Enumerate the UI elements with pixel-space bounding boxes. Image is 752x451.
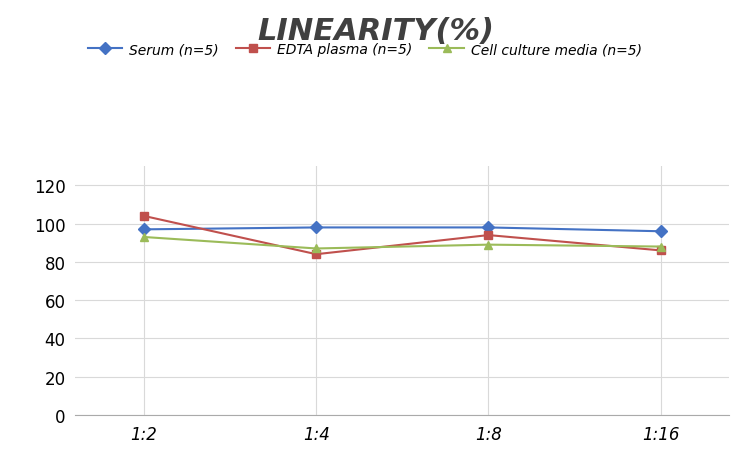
EDTA plasma (n=5) (140, 214, 149, 219)
Cell culture media (n=5) (140, 235, 149, 240)
Cell culture media (n=5) (312, 246, 321, 252)
Line: Cell culture media (n=5): Cell culture media (n=5) (140, 233, 665, 253)
Serum (n=5) (484, 225, 493, 230)
EDTA plasma (n=5) (312, 252, 321, 258)
Line: EDTA plasma (n=5): EDTA plasma (n=5) (140, 212, 665, 259)
Legend: Serum (n=5), EDTA plasma (n=5), Cell culture media (n=5): Serum (n=5), EDTA plasma (n=5), Cell cul… (82, 37, 647, 62)
Serum (n=5) (656, 229, 665, 235)
EDTA plasma (n=5) (484, 233, 493, 238)
EDTA plasma (n=5) (656, 248, 665, 253)
Serum (n=5) (140, 227, 149, 233)
Cell culture media (n=5) (484, 242, 493, 248)
Cell culture media (n=5) (656, 244, 665, 250)
Serum (n=5) (312, 225, 321, 230)
Text: LINEARITY(%): LINEARITY(%) (257, 17, 495, 46)
Line: Serum (n=5): Serum (n=5) (140, 224, 665, 236)
